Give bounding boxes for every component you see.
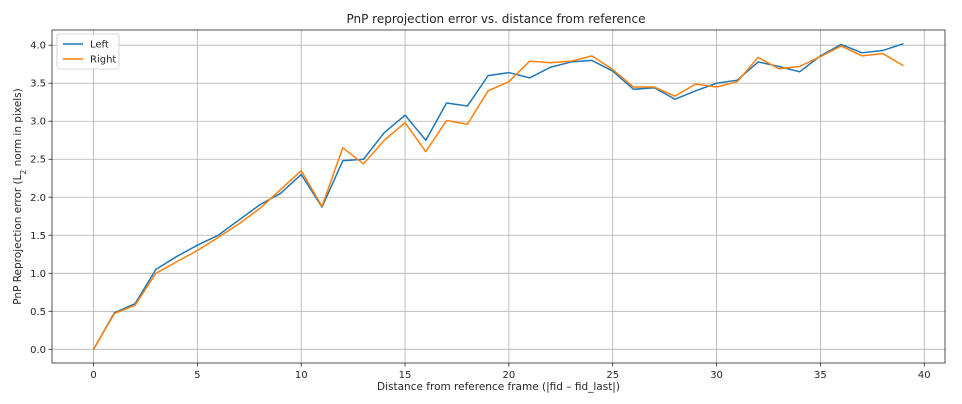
legend-label-left: Left xyxy=(90,40,109,51)
y-axis-label: PnP Reprojection error (L2 norm in pixel… xyxy=(12,88,28,304)
chart-title: PnP reprojection error vs. distance from… xyxy=(346,12,645,26)
y-tick-label: 2.0 xyxy=(30,193,46,204)
axis-ticks: 0 5 10 15 20 25 30 35 40 0.0 0.5 1.0 1.5 2.0 2.5 3.0 3.5… xyxy=(30,41,931,381)
series-line-right xyxy=(92,45,904,350)
y-tick-label: 2.5 xyxy=(30,155,46,166)
y-tick-label: 1.0 xyxy=(30,269,46,280)
series-lines xyxy=(92,42,904,350)
y-tick-label: 3.0 xyxy=(30,117,46,128)
legend: Left Right xyxy=(56,33,120,70)
legend-box xyxy=(56,33,120,70)
y-axis-label-part-2: norm in pixels) xyxy=(12,88,24,169)
x-tick-label: 5 xyxy=(194,370,200,381)
x-tick-label: 25 xyxy=(606,370,619,381)
x-tick-label: 0 xyxy=(90,370,96,381)
x-tick-label: 35 xyxy=(814,370,827,381)
y-tick-label: 0.5 xyxy=(30,307,46,318)
y-tick-label: 0.0 xyxy=(30,345,46,356)
grid-lines xyxy=(52,30,945,363)
x-axis-label: Distance from reference frame (|fid – fi… xyxy=(377,381,620,393)
x-tick-label: 20 xyxy=(503,370,516,381)
x-tick-label: 40 xyxy=(918,370,931,381)
x-tick-label: 15 xyxy=(399,370,412,381)
series-line-left xyxy=(92,42,904,350)
legend-label-right: Right xyxy=(90,55,116,66)
y-tick-label: 1.5 xyxy=(30,231,46,242)
x-tick-label: 10 xyxy=(295,370,308,381)
y-tick-label: 3.5 xyxy=(30,79,46,90)
y-axis-label-part-1: PnP Reprojection error (L xyxy=(12,174,24,304)
plot-frame xyxy=(51,29,946,364)
y-tick-label: 4.0 xyxy=(30,41,46,52)
y-axis-label-subscript: 2 xyxy=(19,169,28,174)
x-tick-label: 30 xyxy=(710,370,723,381)
